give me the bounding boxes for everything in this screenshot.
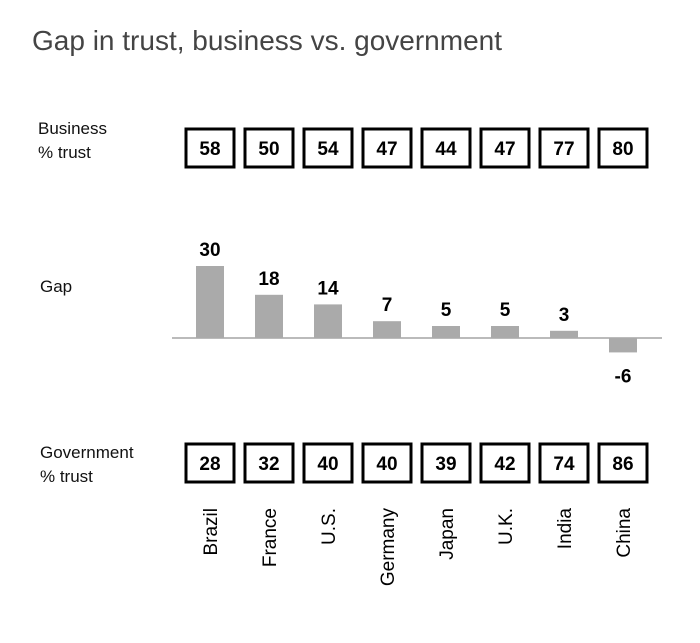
value-box bbox=[420, 442, 472, 484]
business-label: Business % trust bbox=[38, 119, 107, 162]
box-value: 42 bbox=[494, 454, 515, 475]
value-box bbox=[597, 442, 649, 484]
x-tick-label: U.K. bbox=[496, 508, 517, 545]
value-box bbox=[361, 442, 413, 484]
bar bbox=[255, 294, 283, 338]
value-box bbox=[243, 442, 295, 484]
box-value: 39 bbox=[435, 454, 456, 475]
value-box bbox=[302, 127, 354, 169]
x-tick-label: Germany bbox=[378, 508, 399, 587]
bar bbox=[609, 338, 637, 353]
box-value: 32 bbox=[258, 454, 279, 475]
box-value: 47 bbox=[376, 139, 397, 160]
chart-title: Gap in trust, business vs. government bbox=[32, 25, 502, 56]
value-label: -6 bbox=[615, 366, 632, 387]
x-tick-label: Brazil bbox=[201, 508, 222, 556]
gap-label: Gap bbox=[40, 277, 72, 296]
box-value: 28 bbox=[199, 454, 220, 475]
value-box bbox=[420, 127, 472, 169]
value-label: 30 bbox=[199, 240, 220, 261]
value-box bbox=[243, 127, 295, 169]
bar bbox=[373, 321, 401, 338]
value-box bbox=[479, 127, 531, 169]
value-box bbox=[184, 127, 236, 169]
bar bbox=[491, 326, 519, 338]
value-label: 7 bbox=[382, 295, 393, 316]
box-value: 58 bbox=[199, 139, 220, 160]
bar bbox=[314, 304, 342, 338]
government-label: Government % trust bbox=[40, 443, 134, 486]
box-value: 50 bbox=[258, 139, 279, 160]
bar bbox=[550, 330, 578, 338]
x-tick-label: China bbox=[614, 508, 635, 558]
box-value: 47 bbox=[494, 139, 515, 160]
value-box bbox=[538, 127, 590, 169]
value-box bbox=[597, 127, 649, 169]
x-tick-label: France bbox=[260, 508, 281, 567]
value-box bbox=[361, 127, 413, 169]
box-value: 77 bbox=[553, 139, 574, 160]
value-box bbox=[302, 442, 354, 484]
box-value: 86 bbox=[612, 454, 633, 475]
value-box bbox=[184, 442, 236, 484]
box-value: 40 bbox=[317, 454, 338, 475]
bar bbox=[196, 266, 224, 338]
x-tick-label: India bbox=[555, 508, 576, 550]
box-value: 80 bbox=[612, 139, 633, 160]
value-box bbox=[538, 442, 590, 484]
box-value: 44 bbox=[435, 139, 457, 160]
bar bbox=[432, 326, 460, 338]
value-label: 14 bbox=[317, 278, 339, 299]
value-box bbox=[479, 442, 531, 484]
x-tick-label: Japan bbox=[437, 508, 458, 560]
value-label: 18 bbox=[258, 269, 279, 290]
value-label: 5 bbox=[500, 300, 511, 321]
box-value: 40 bbox=[376, 454, 397, 475]
value-label: 5 bbox=[441, 300, 452, 321]
value-label: 3 bbox=[559, 305, 570, 326]
box-value: 54 bbox=[317, 139, 339, 160]
x-tick-label: U.S. bbox=[319, 508, 340, 545]
box-value: 74 bbox=[553, 454, 575, 475]
